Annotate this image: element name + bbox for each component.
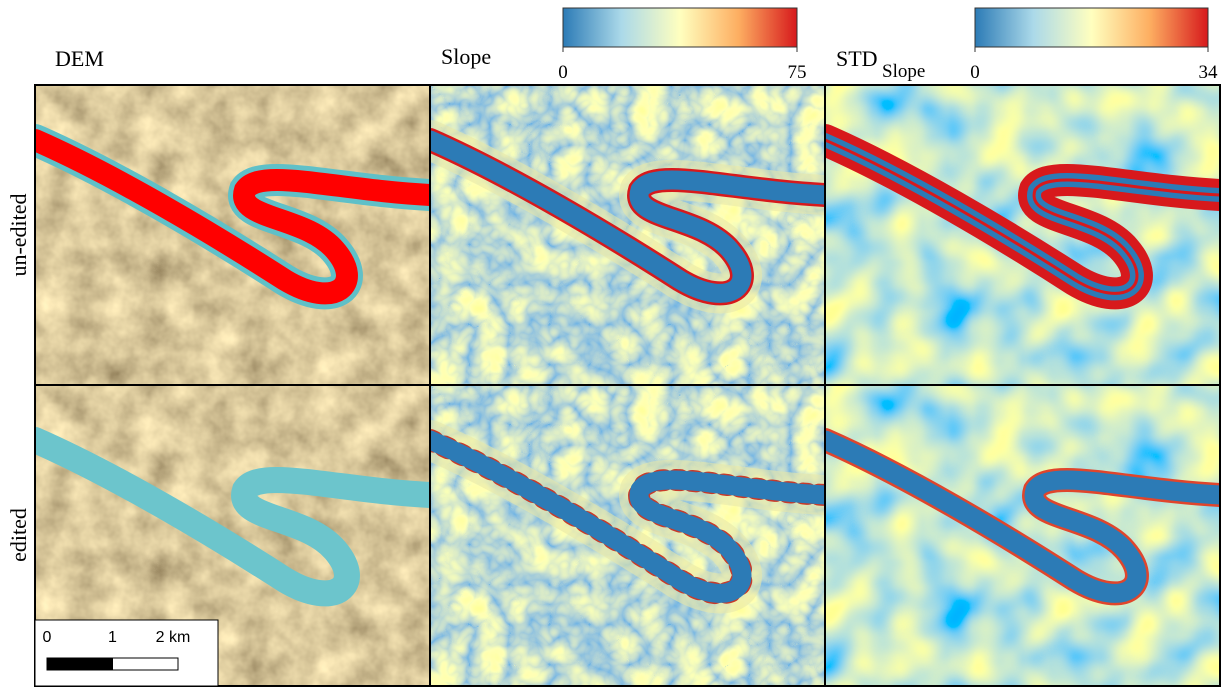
- column-title-subscript: Slope: [882, 61, 925, 82]
- map-panel: [35, 85, 430, 385]
- colorbar: [563, 8, 797, 47]
- colorbar: [975, 8, 1208, 47]
- colorbar-tick-label: 75: [788, 62, 807, 83]
- scale-bar-label: 1: [108, 629, 117, 646]
- row-label: edited: [6, 508, 31, 562]
- map-panel: [825, 385, 1220, 687]
- colorbar-tick-label: 0: [558, 62, 568, 83]
- map-panel: [430, 385, 825, 687]
- map-panel: [430, 85, 825, 385]
- scale-bar-label: 2 km: [156, 629, 191, 646]
- colorbar-tick-label: 0: [970, 62, 980, 83]
- scale-bar-box: [35, 620, 218, 686]
- map-panel: [825, 85, 1220, 385]
- row-label: un-edited: [6, 193, 31, 276]
- column-title: STD: [836, 46, 878, 71]
- scale-bar-segment: [113, 658, 179, 670]
- scale-bar-label: 0: [43, 629, 52, 646]
- figure: DEM Slope STD Slope un-edited edited: [0, 0, 1221, 687]
- colorbar-tick-label: 34: [1199, 62, 1219, 83]
- column-title: DEM: [55, 46, 104, 71]
- column-title: Slope: [441, 44, 491, 69]
- scale-bar-segment: [47, 658, 113, 670]
